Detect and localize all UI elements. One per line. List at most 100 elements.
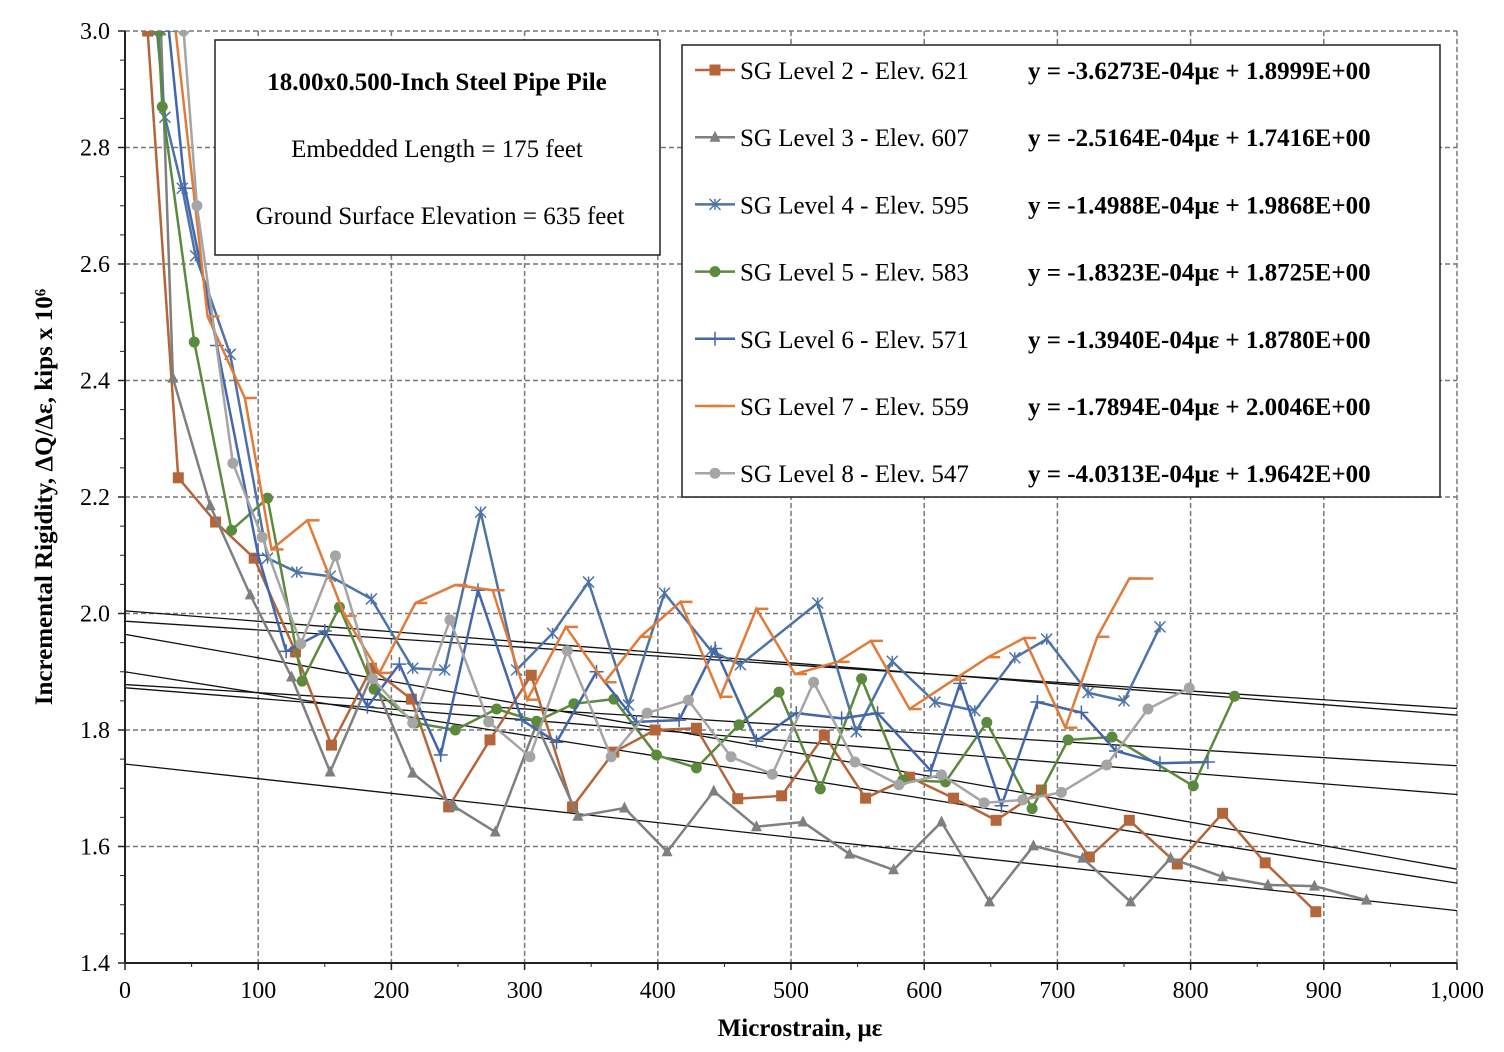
data-point-square (443, 801, 455, 813)
data-point-square (1083, 851, 1095, 863)
y-tick-label: 2.2 (80, 485, 110, 511)
legend: SG Level 2 - Elev. 621 y = -3.6273E-04με … (681, 44, 1441, 498)
data-point-square (142, 31, 154, 37)
annotation-title: 18.00x0.500-Inch Steel Pipe Pile (267, 69, 607, 96)
annotation-box: 18.00x0.500-Inch Steel Pipe Pile Embedde… (214, 39, 661, 256)
data-point-x (1082, 686, 1095, 699)
data-point-plus (433, 748, 448, 763)
y-tick-label: 3.0 (80, 19, 110, 45)
data-point-square (948, 792, 960, 804)
data-point-circle (524, 751, 536, 763)
data-point-circle (156, 101, 168, 113)
data-point-square (1310, 906, 1322, 918)
data-point-square (904, 771, 916, 783)
legend-label: SG Level 7 - Elev. 559 (740, 394, 969, 421)
data-point-square (325, 739, 337, 751)
data-point-circle (709, 467, 721, 479)
data-point-triangle (983, 895, 995, 907)
data-point-triangle (204, 499, 216, 511)
legend-item: SG Level 7 - Elev. 559 y = -1.7894E-04με … (695, 394, 1371, 421)
data-point-circle (1101, 759, 1113, 771)
data-point-x (546, 627, 559, 640)
data-point-plus (279, 644, 294, 659)
data-point-plus (549, 735, 564, 750)
data-point-square (484, 734, 496, 746)
annotation-line2: Ground Surface Elevation = 635 feet (256, 203, 625, 230)
y-tick-label: 2.8 (80, 136, 110, 162)
data-point-circle (605, 751, 617, 763)
data-point-triangle (1125, 895, 1137, 907)
y-tick-label: 2.0 (80, 602, 110, 628)
data-point-triangle (708, 784, 720, 796)
data-point-triangle (844, 847, 856, 859)
x-tick-label: 0 (119, 978, 131, 1004)
data-point-plus (177, 181, 192, 196)
data-point-plus (470, 583, 485, 598)
data-point-square (649, 724, 661, 736)
legend-equation: y = -3.6273E-04με + 1.8999E+00 (1028, 58, 1371, 85)
legend-label: SG Level 5 - Elev. 583 (740, 260, 969, 287)
data-point-circle (152, 31, 164, 37)
x-tick-label: 700 (1039, 978, 1075, 1004)
legend-label: SG Level 4 - Elev. 595 (740, 192, 969, 219)
data-point-triangle (167, 371, 179, 383)
data-point-circle (561, 645, 573, 657)
y-tick-label: 1.8 (80, 718, 110, 744)
data-point-circle (1229, 690, 1241, 702)
data-point-circle (682, 694, 694, 706)
data-point-circle (814, 783, 826, 795)
data-point-circle (936, 769, 948, 781)
data-point-x (438, 663, 451, 677)
data-point-circle (773, 686, 785, 698)
data-point-square (365, 662, 377, 674)
data-point-plus (1074, 705, 1089, 720)
data-point-circle (1187, 780, 1199, 792)
legend-label: SG Level 2 - Elev. 621 (740, 58, 969, 85)
series-6 (174, 31, 1154, 731)
data-point-plus (161, 31, 176, 38)
legend-equation: y = -1.3940E-04με + 1.8780E+00 (1028, 327, 1371, 354)
data-point-square (1217, 807, 1229, 819)
data-point-circle (188, 336, 200, 348)
x-tick-label: 600 (906, 978, 942, 1004)
data-point-triangle (1217, 870, 1229, 882)
legend-item: SG Level 8 - Elev. 547 y = -4.0313E-04με … (695, 461, 1371, 488)
legend-label: SG Level 8 - Elev. 547 (740, 461, 969, 488)
legend-equation: y = -1.8323E-04με + 1.8725E+00 (1028, 260, 1371, 287)
data-point-plus (1152, 756, 1167, 771)
x-tick-label: 500 (773, 978, 809, 1004)
data-point-x (582, 576, 595, 589)
y-tick-label: 1.6 (80, 835, 110, 861)
data-point-circle (641, 707, 653, 719)
data-point-plus (749, 734, 764, 749)
data-point-square (732, 793, 744, 805)
data-point-circle (368, 683, 380, 695)
data-point-plus (251, 548, 266, 563)
data-point-plus (1200, 755, 1215, 770)
data-point-x (886, 655, 899, 668)
data-point-x (1153, 620, 1166, 633)
y-tick-label: 2.4 (80, 369, 110, 395)
data-point-circle (1055, 786, 1067, 798)
data-point-triangle (797, 815, 809, 827)
data-point-x (365, 592, 378, 605)
data-point-plus (708, 641, 723, 656)
data-point-circle (227, 457, 239, 469)
data-point-x (708, 198, 722, 211)
data-point-triangle (407, 766, 419, 778)
data-point-plus (392, 657, 407, 672)
data-point-triangle (619, 801, 630, 813)
data-point-circle (295, 638, 307, 650)
data-point-circle (849, 756, 861, 768)
data-point-circle (1183, 682, 1195, 694)
data-point-circle (262, 492, 274, 504)
data-point-triangle (709, 130, 721, 142)
data-point-triangle (750, 820, 762, 832)
data-point-triangle (1165, 851, 1177, 863)
data-point-plus (317, 623, 332, 638)
legend-item: SG Level 5 - Elev. 583 y = -1.8323E-04με … (695, 260, 1371, 287)
trendline (125, 763, 1457, 912)
data-point-circle (981, 716, 993, 728)
data-point-circle (296, 675, 308, 687)
